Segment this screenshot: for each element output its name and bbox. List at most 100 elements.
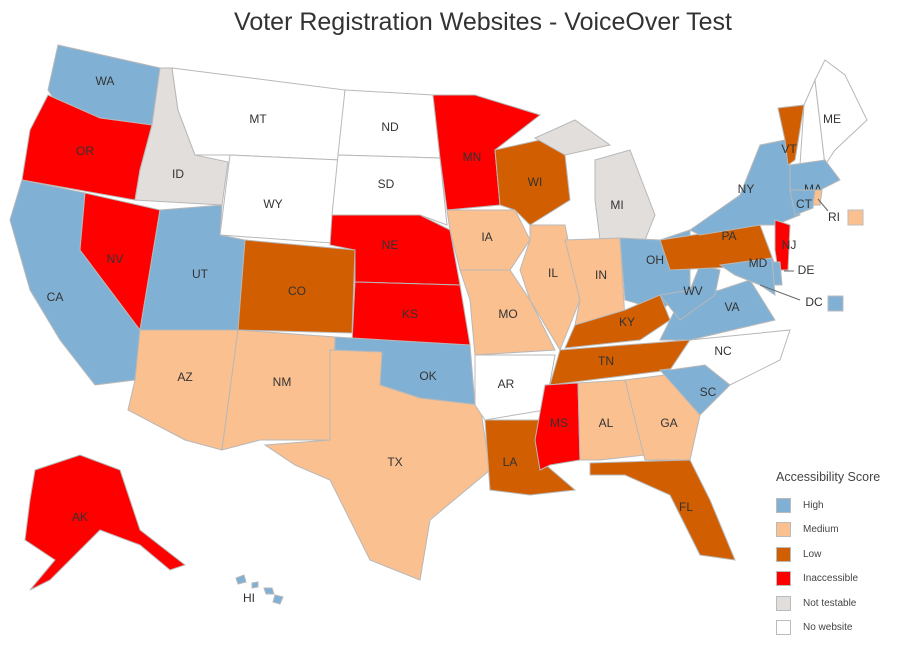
state-shape[interactable] [263, 349, 491, 581]
state-wi[interactable]: WI [494, 139, 571, 226]
state-vt[interactable]: VT [777, 104, 805, 166]
state-shape[interactable] [774, 219, 791, 271]
state-shape[interactable] [624, 374, 701, 461]
state-label: ME [823, 112, 841, 126]
state-shape[interactable] [24, 454, 187, 591]
state-shape[interactable] [221, 329, 336, 451]
state-pa[interactable]: PA [659, 224, 776, 271]
state-mi[interactable]: MI [533, 119, 656, 241]
state-shape[interactable] [263, 587, 275, 595]
state-mt[interactable]: MT [171, 67, 346, 161]
state-nj[interactable]: NJ [774, 219, 797, 271]
legend-swatch [776, 522, 791, 538]
state-il[interactable]: IL [519, 224, 581, 352]
state-label: NM [273, 375, 292, 389]
state-label: IA [481, 230, 492, 244]
state-shape[interactable] [577, 379, 646, 461]
legend: Accessibility Score High Medium Low Inacces… [776, 470, 880, 640]
legend-swatch [776, 620, 791, 636]
state-ri[interactable]: RI [812, 189, 840, 224]
state-shape[interactable] [659, 264, 721, 321]
state-shape[interactable] [594, 149, 656, 241]
map-title: Voter Registration Websites - VoiceOver … [234, 8, 732, 36]
state-wv[interactable]: WV [659, 264, 721, 321]
state-ms[interactable]: MS [534, 382, 581, 471]
state-ar[interactable]: AR [474, 354, 556, 421]
state-label: WV [683, 284, 702, 298]
legend-label: High [803, 499, 824, 511]
state-label: MO [498, 307, 517, 321]
state-al[interactable]: AL [577, 379, 646, 461]
legend-item-inaccessible[interactable]: Inaccessible [776, 567, 880, 592]
state-label: SD [378, 177, 395, 191]
state-az[interactable]: AZ [127, 329, 239, 451]
state-label: NJ [782, 238, 797, 252]
state-tx[interactable]: TX [263, 349, 491, 581]
state-label: HI [243, 591, 255, 605]
state-va[interactable]: VA [659, 279, 776, 341]
state-shape[interactable] [777, 104, 805, 166]
state-label: PA [721, 229, 736, 243]
state-shape[interactable] [235, 574, 247, 585]
state-label: ND [381, 120, 399, 134]
legend-item-high[interactable]: High [776, 493, 880, 518]
legend-swatch [776, 595, 791, 611]
state-hi[interactable]: HI [235, 574, 284, 605]
state-co[interactable]: CO [237, 239, 356, 334]
state-label: TX [387, 455, 402, 469]
state-shape[interactable] [251, 581, 259, 589]
legend-item-not_testable[interactable]: Not testable [776, 591, 880, 616]
state-label: UT [192, 267, 209, 281]
legend-title: Accessibility Score [776, 470, 881, 484]
state-shape[interactable] [533, 119, 612, 156]
state-shape[interactable] [331, 154, 448, 226]
state-de[interactable]: DE [771, 261, 814, 286]
state-mn[interactable]: MN [432, 94, 542, 211]
state-label: MN [463, 150, 482, 164]
state-ct[interactable]: CT [789, 189, 816, 216]
legend-label: Inaccessible [803, 573, 859, 585]
state-shape[interactable] [789, 189, 816, 216]
state-fl[interactable]: FL [589, 459, 736, 561]
state-me[interactable]: ME [814, 59, 868, 167]
state-nd[interactable]: ND [337, 89, 441, 159]
state-label: NY [738, 182, 755, 196]
state-dc[interactable]: DC [805, 295, 823, 309]
state-shape[interactable] [589, 459, 736, 561]
state-label: WY [263, 197, 282, 211]
state-label: KY [619, 315, 635, 329]
state-wy[interactable]: WY [219, 154, 341, 244]
state-shape[interactable] [519, 224, 581, 352]
state-label: MI [610, 198, 623, 212]
state-ia[interactable]: IA [446, 209, 531, 271]
state-nm[interactable]: NM [221, 329, 336, 451]
state-label: OH [646, 253, 664, 267]
state-id[interactable]: ID [134, 67, 229, 206]
state-label: MD [749, 256, 768, 270]
state-mo[interactable]: MO [459, 269, 556, 356]
state-or[interactable]: OR [21, 94, 153, 201]
state-ny[interactable]: NY [689, 139, 801, 236]
state-shape[interactable] [459, 269, 556, 356]
state-shape[interactable] [127, 329, 239, 451]
ri-swatch[interactable] [847, 209, 864, 226]
dc-swatch[interactable] [827, 295, 844, 312]
state-nv[interactable]: NV [79, 192, 161, 332]
state-label: IN [595, 268, 607, 282]
legend-item-none[interactable]: No website [776, 616, 880, 641]
state-ks[interactable]: KS [351, 281, 471, 346]
legend-item-low[interactable]: Low [776, 542, 880, 567]
state-ga[interactable]: GA [624, 374, 701, 461]
legend-item-medium[interactable]: Medium [776, 518, 880, 543]
state-shape[interactable] [789, 159, 841, 191]
state-label: AL [599, 416, 614, 430]
legend-swatch [776, 546, 791, 562]
state-label: SC [700, 385, 717, 399]
state-ak[interactable]: AK [24, 454, 187, 591]
state-shape[interactable] [272, 594, 284, 605]
state-label: VA [724, 300, 739, 314]
state-sd[interactable]: SD [331, 154, 448, 226]
state-shape[interactable] [689, 139, 801, 236]
callout-line [759, 284, 801, 301]
state-shape[interactable] [474, 354, 556, 421]
